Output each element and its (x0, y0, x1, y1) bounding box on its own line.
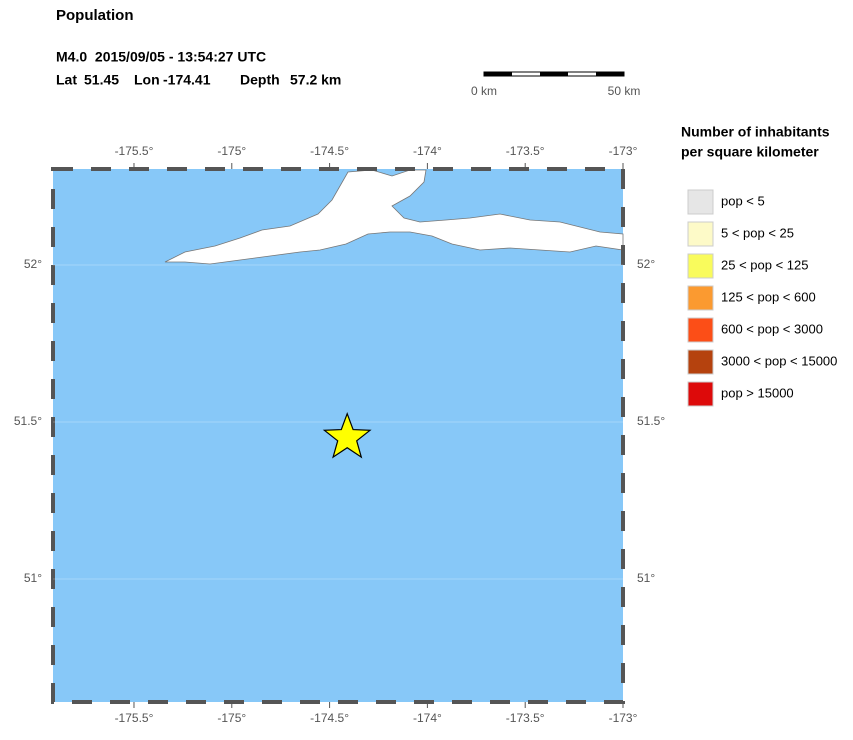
lat-tick-label: 52° (24, 257, 42, 271)
scale-bar (483, 71, 625, 77)
land (164, 169, 624, 265)
legend-swatch (687, 349, 714, 375)
depth-label: Depth (240, 72, 280, 88)
lon-tick-label: -174.5° (310, 144, 349, 158)
legend-label: 125 < pop < 600 (721, 289, 816, 304)
legend-label: 3000 < pop < 15000 (721, 353, 837, 368)
legend-label: 600 < pop < 3000 (721, 321, 823, 336)
lon-tick-label: -175° (217, 711, 246, 725)
legend-label: pop < 5 (721, 193, 765, 208)
title: Population (56, 7, 134, 24)
legend-swatch (687, 253, 714, 279)
lon-label: Lon (134, 72, 160, 88)
lon-tick-label: -173° (609, 144, 638, 158)
lon-tick-label: -174.5° (310, 711, 349, 725)
legend-swatch (687, 189, 714, 215)
epicenter-star (322, 411, 372, 459)
lon-tick-label: -175.5° (115, 711, 154, 725)
lon-tick-label: -173° (609, 711, 638, 725)
lat-tick-label: 51° (24, 571, 42, 585)
lat-tick-label: 51° (637, 571, 655, 585)
lon-tick-label: -173.5° (506, 711, 545, 725)
lat-tick-label: 51.5° (637, 414, 665, 428)
legend-title: per square kilometer (681, 144, 819, 160)
lon-tick-label: -174° (413, 711, 442, 725)
legend-title: Number of inhabitants (681, 124, 830, 140)
lat-tick-label: 52° (637, 257, 655, 271)
lon-value: -174.41 (163, 72, 211, 88)
lat-tick-label: 51.5° (14, 414, 42, 428)
scale-end: 50 km (608, 84, 641, 98)
lon-tick-label: -175° (217, 144, 246, 158)
legend-swatch (687, 317, 714, 343)
legend-label: pop > 15000 (721, 385, 794, 400)
event-info: M4.0 2015/09/05 - 13:54:27 UTC (56, 49, 266, 65)
legend-label: 5 < pop < 25 (721, 225, 794, 240)
legend-swatch (687, 381, 714, 407)
legend-swatch (687, 285, 714, 311)
lat-value: 51.45 (84, 72, 119, 88)
lon-tick-label: -175.5° (115, 144, 154, 158)
scale-start: 0 km (471, 84, 497, 98)
legend-label: 25 < pop < 125 (721, 257, 808, 272)
lon-tick-label: -173.5° (506, 144, 545, 158)
lon-tick-label: -174° (413, 144, 442, 158)
map-frame (51, 167, 625, 704)
legend-swatch (687, 221, 714, 247)
depth-value: 57.2 km (290, 72, 341, 88)
lat-label: Lat (56, 72, 77, 88)
